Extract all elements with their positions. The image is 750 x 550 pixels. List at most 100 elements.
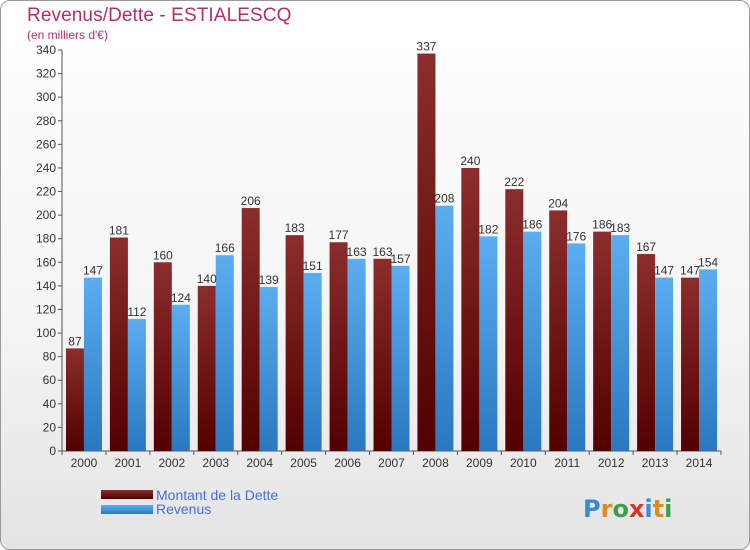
x-tick-label: 2009 xyxy=(466,456,493,470)
data-label: 139 xyxy=(259,273,279,287)
x-tick-label: 2013 xyxy=(642,456,669,470)
data-label: 163 xyxy=(372,245,392,259)
bar-revenus xyxy=(127,318,146,451)
y-tick-label: 280 xyxy=(36,114,56,128)
x-tick-label: 2008 xyxy=(422,456,449,470)
bar-dette xyxy=(549,210,568,451)
x-tick-label: 2004 xyxy=(246,456,273,470)
data-label: 183 xyxy=(610,221,630,235)
bar-dette xyxy=(417,53,436,451)
bar-dette xyxy=(197,285,216,451)
data-label: 208 xyxy=(434,192,454,206)
bar-revenus xyxy=(611,235,630,451)
bar-revenus xyxy=(171,304,190,451)
x-tick-label: 2006 xyxy=(334,456,361,470)
data-label: 124 xyxy=(171,291,191,305)
data-label: 181 xyxy=(109,224,129,238)
y-tick-label: 300 xyxy=(36,90,56,104)
bar-dette xyxy=(65,348,84,451)
x-tick-label: 2011 xyxy=(554,456,580,470)
data-label: 87 xyxy=(68,334,82,348)
x-tick-label: 2002 xyxy=(158,456,185,470)
bar-dette xyxy=(461,167,480,452)
data-label: 147 xyxy=(654,264,674,278)
data-label: 157 xyxy=(390,252,410,266)
y-tick-label: 340 xyxy=(36,43,56,57)
data-label: 140 xyxy=(197,272,217,286)
y-tick-label: 0 xyxy=(49,444,56,458)
data-label: 154 xyxy=(698,255,718,269)
x-tick-label: 2001 xyxy=(115,456,142,470)
bar-revenus xyxy=(259,287,278,451)
bar-dette xyxy=(637,254,656,451)
bar-revenus xyxy=(479,236,498,451)
chart-subtitle: (en milliers d'€) xyxy=(27,28,108,42)
bar-revenus xyxy=(435,205,454,451)
data-label: 166 xyxy=(215,241,235,255)
y-tick-label: 200 xyxy=(36,208,56,222)
bar-dette xyxy=(285,235,304,451)
chart-legend: Montant de la Dette Revenus xyxy=(101,487,278,517)
data-label: 163 xyxy=(347,245,367,259)
y-tick-label: 20 xyxy=(43,420,57,434)
y-tick-label: 160 xyxy=(36,255,56,269)
legend-swatch-revenus xyxy=(101,505,153,514)
x-tick-label: 2014 xyxy=(686,456,713,470)
y-tick-label: 240 xyxy=(36,161,56,175)
legend-swatch-dette xyxy=(101,490,153,499)
y-tick-label: 220 xyxy=(36,185,56,199)
data-label: 182 xyxy=(478,222,498,236)
bar-revenus xyxy=(83,277,102,451)
data-label: 337 xyxy=(416,40,436,54)
bar-revenus xyxy=(567,243,586,451)
data-label: 177 xyxy=(329,228,349,242)
bar-dette xyxy=(329,242,348,451)
data-label: 112 xyxy=(127,305,146,319)
bar-dette xyxy=(153,262,172,451)
legend-label-dette: Montant de la Dette xyxy=(156,487,278,503)
data-label: 186 xyxy=(522,218,542,232)
svg-text:Proxiti: Proxiti xyxy=(583,495,672,523)
data-label: 240 xyxy=(460,154,480,168)
data-label: 186 xyxy=(592,218,612,232)
data-label: 183 xyxy=(285,221,305,235)
data-label: 206 xyxy=(241,194,261,208)
y-tick-label: 40 xyxy=(43,397,57,411)
y-tick-label: 180 xyxy=(36,232,56,246)
x-tick-label: 2010 xyxy=(510,456,537,470)
y-tick-label: 260 xyxy=(36,137,56,151)
bar-dette xyxy=(681,277,700,451)
data-label: 151 xyxy=(303,259,323,273)
bar-revenus xyxy=(215,255,234,451)
bar-revenus xyxy=(391,265,410,451)
x-tick-label: 2005 xyxy=(290,456,317,470)
x-tick-label: 2012 xyxy=(598,456,625,470)
x-tick-label: 2000 xyxy=(71,456,98,470)
bar-dette xyxy=(241,208,260,451)
chart-data-labels: 87 147 181 112 160 124 140 166 206 139 183 151 177 16… xyxy=(68,40,718,349)
legend-label-revenus: Revenus xyxy=(156,501,211,517)
proxiti-logo: Proxiti xyxy=(583,495,672,523)
y-tick-label: 140 xyxy=(36,279,56,293)
data-label: 167 xyxy=(636,240,656,254)
y-tick-label: 80 xyxy=(43,350,57,364)
bar-revenus xyxy=(303,272,322,451)
bar-revenus xyxy=(699,269,718,451)
data-label: 147 xyxy=(680,264,700,278)
bar-revenus xyxy=(655,277,674,451)
y-tick-label: 120 xyxy=(36,302,56,316)
bar-revenus xyxy=(347,258,366,451)
y-tick-label: 320 xyxy=(36,67,56,81)
y-tick-label: 60 xyxy=(43,373,57,387)
data-label: 147 xyxy=(83,264,103,278)
data-label: 204 xyxy=(548,196,568,210)
data-label: 176 xyxy=(566,229,586,243)
data-label: 160 xyxy=(153,248,173,262)
bar-dette xyxy=(109,237,128,451)
bar-dette xyxy=(373,258,392,451)
data-label: 222 xyxy=(504,175,524,189)
chart-title: Revenus/Dette - ESTIALESCQ xyxy=(27,5,292,26)
chart-bars xyxy=(65,53,718,452)
